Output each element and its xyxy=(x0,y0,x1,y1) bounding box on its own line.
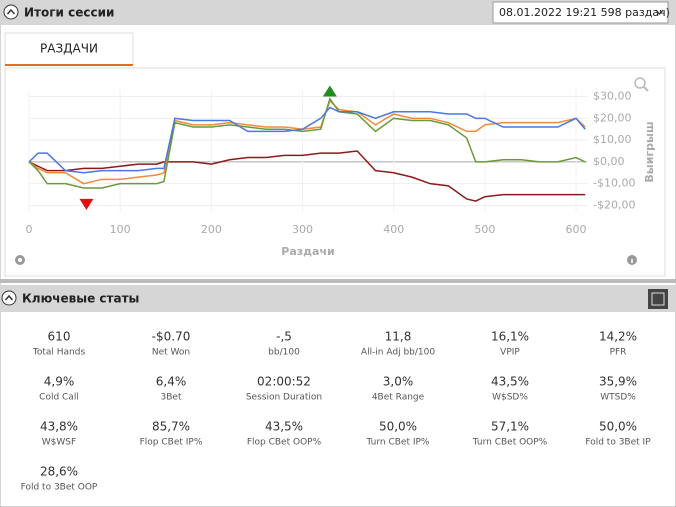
zoom-icon[interactable] xyxy=(634,77,646,89)
stat-label: bb/100 xyxy=(268,348,300,358)
session-text: 08.01.2022 19:21 598 раздач) xyxy=(499,6,670,19)
stat-value: 35,9% xyxy=(599,375,637,389)
x-tick-label: 200 xyxy=(201,223,222,236)
tab[interactable] xyxy=(4,32,134,66)
stat-label: VPIP xyxy=(500,348,520,358)
x-tick-label: 400 xyxy=(383,223,404,236)
stat-value: 3,0% xyxy=(383,375,414,389)
x-tick-label: 100 xyxy=(110,223,131,236)
stat-value: 16,1% xyxy=(491,330,529,344)
stat-label: W$WSF xyxy=(42,438,76,448)
tab-label: РАЗДАЧИ xyxy=(40,42,98,56)
chart-panel xyxy=(4,67,666,277)
series-line xyxy=(28,99,586,185)
stat-value: 43,5% xyxy=(491,375,529,389)
series-line xyxy=(28,150,586,202)
series-line xyxy=(28,97,586,189)
caret xyxy=(6,8,16,15)
stat-value: -$0.70 xyxy=(152,330,191,344)
stat-value: 610 xyxy=(48,330,71,344)
stat-label: All-in Adj bb/100 xyxy=(361,348,435,358)
separator xyxy=(0,279,676,283)
stat-label: 4Bet Range xyxy=(372,393,425,403)
collapse-button[interactable] xyxy=(3,4,19,20)
stat-label: 3Bet xyxy=(161,393,182,403)
stat-value: 02:00:52 xyxy=(257,375,311,389)
x-axis-label: Раздачи xyxy=(281,245,334,258)
stat-label: Turn CBet OOP% xyxy=(472,438,548,448)
y-tick-label: $0,00 xyxy=(593,155,625,168)
y-tick-label: $30,00 xyxy=(593,90,632,103)
stat-label: Cold Call xyxy=(39,393,79,403)
stat-value: 4,9% xyxy=(44,375,75,389)
stats-title: Ключевые статы xyxy=(22,292,139,306)
header-title: Итоги сессии xyxy=(24,6,114,20)
stat-value: 50,0% xyxy=(599,420,637,434)
stat-label: WTSD% xyxy=(600,393,636,403)
x-tick-label: 0 xyxy=(26,223,33,236)
session-dropdown[interactable] xyxy=(492,1,669,24)
y-tick-label: -$10,00 xyxy=(593,177,635,190)
x-tick-label: 300 xyxy=(292,223,313,236)
extreme-marker xyxy=(79,198,94,210)
stat-label: Turn CBet IP% xyxy=(366,438,430,448)
stat-label: W$SD% xyxy=(492,393,528,403)
layout-button[interactable] xyxy=(648,289,668,309)
stat-label: Fold to 3Bet IP xyxy=(585,438,651,448)
stats-grid: 610 Total Hands -$0.70 Net Won -,5 bb/100 11,8… xyxy=(21,330,652,493)
stat-value: 50,0% xyxy=(379,420,417,434)
series-line xyxy=(28,106,586,174)
y-tick-label: -$20,00 xyxy=(593,198,635,211)
stat-value: 43,5% xyxy=(265,420,303,434)
stat-value: 57,1% xyxy=(491,420,529,434)
stat-label: Flop CBet OOP% xyxy=(247,438,322,448)
y-tick-label: $10,00 xyxy=(593,133,632,146)
plot: -$20,00 -$10,00 $0,00 $10,00 $20,00 $30,00 0 10… xyxy=(26,85,656,258)
y-axis-label: Выигрыш xyxy=(643,121,656,182)
x-tick-label: 500 xyxy=(474,223,495,236)
stat-value: -,5 xyxy=(276,330,292,344)
stat-value: 14,2% xyxy=(599,330,637,344)
stat-value: 43,8% xyxy=(40,420,78,434)
y-tick-label: $20,00 xyxy=(593,111,632,124)
stat-label: Total Hands xyxy=(32,348,86,358)
caret xyxy=(4,294,14,301)
stat-value: 28,6% xyxy=(40,465,78,479)
stat-value: 11,8 xyxy=(385,330,412,344)
stat-label: Flop CBet IP% xyxy=(140,438,203,448)
collapse-button[interactable] xyxy=(1,290,17,306)
x-tick-label: 600 xyxy=(566,223,587,236)
stat-label: PFR xyxy=(610,348,627,358)
stats-header xyxy=(0,285,676,312)
stat-value: 85,7% xyxy=(152,420,190,434)
info-glyph xyxy=(631,259,633,263)
zoom-handle xyxy=(643,86,649,92)
extreme-marker xyxy=(322,85,337,97)
layout-glyph xyxy=(651,292,665,306)
stat-value: 6,4% xyxy=(156,375,187,389)
stat-label: Session Duration xyxy=(246,393,322,403)
settings-hole xyxy=(18,258,22,262)
stat-label: Fold to 3Bet OOP xyxy=(21,483,98,493)
dropdown-arrow xyxy=(655,9,664,15)
stat-label: Net Won xyxy=(152,348,190,358)
